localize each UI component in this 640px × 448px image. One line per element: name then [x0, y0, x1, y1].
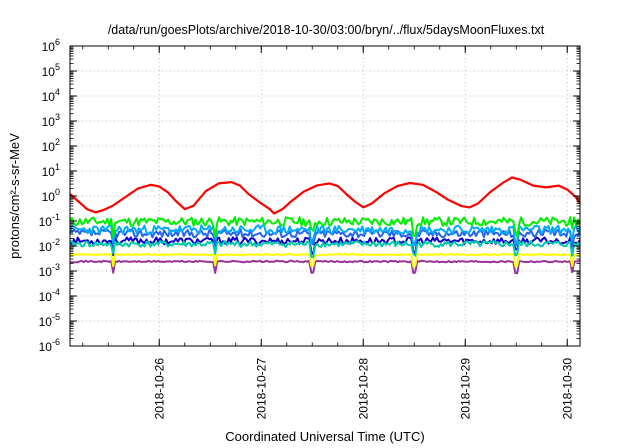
- y-tick-label: 100: [42, 187, 60, 204]
- series-line: [69, 240, 581, 259]
- x-tick-label: 2018-10-26: [152, 358, 166, 420]
- y-tick-label: 101: [42, 162, 60, 179]
- series-line: [69, 252, 581, 268]
- x-tick-label: 2018-10-30: [560, 358, 574, 420]
- series-line: [69, 228, 581, 248]
- y-axis: 10-6 10-5 10-4 10-3 10-2 10-1 100 101 102 103 104 1…: [39, 37, 580, 354]
- y-tick-label: 103: [42, 112, 60, 129]
- y-tick-label: 104: [42, 87, 60, 104]
- y-tick-label: 10-6: [39, 337, 60, 354]
- y-tick-label: 102: [42, 137, 60, 154]
- x-axis-label: Coordinated Universal Time (UTC): [225, 429, 424, 444]
- x-tick-label: 2018-10-29: [458, 358, 472, 420]
- chart-title: /data/run/goesPlots/archive/2018-10-30/0…: [108, 23, 545, 37]
- y-tick-label: 10-4: [39, 287, 60, 304]
- x-axis: 2018-10-26 2018-10-27 2018-10-28 2018-10-29…: [82, 46, 574, 420]
- y-tick-label: 105: [42, 62, 60, 79]
- x-tick-label: 2018-10-27: [254, 358, 268, 420]
- series-line: [69, 224, 581, 247]
- series-line: [69, 176, 581, 215]
- y-tick-label: 10-2: [39, 237, 60, 254]
- y-tick-label: 106: [42, 37, 60, 54]
- y-tick-label: 10-1: [39, 212, 60, 229]
- series-line: [69, 216, 581, 238]
- x-tick-label: 2018-10-28: [356, 358, 370, 420]
- y-axis-label: protons/cm²-s-sr-MeV: [7, 133, 22, 259]
- series-line: [70, 259, 581, 275]
- series-layer: [69, 176, 581, 275]
- y-tick-label: 10-5: [39, 312, 60, 329]
- y-tick-label: 10-3: [39, 262, 60, 279]
